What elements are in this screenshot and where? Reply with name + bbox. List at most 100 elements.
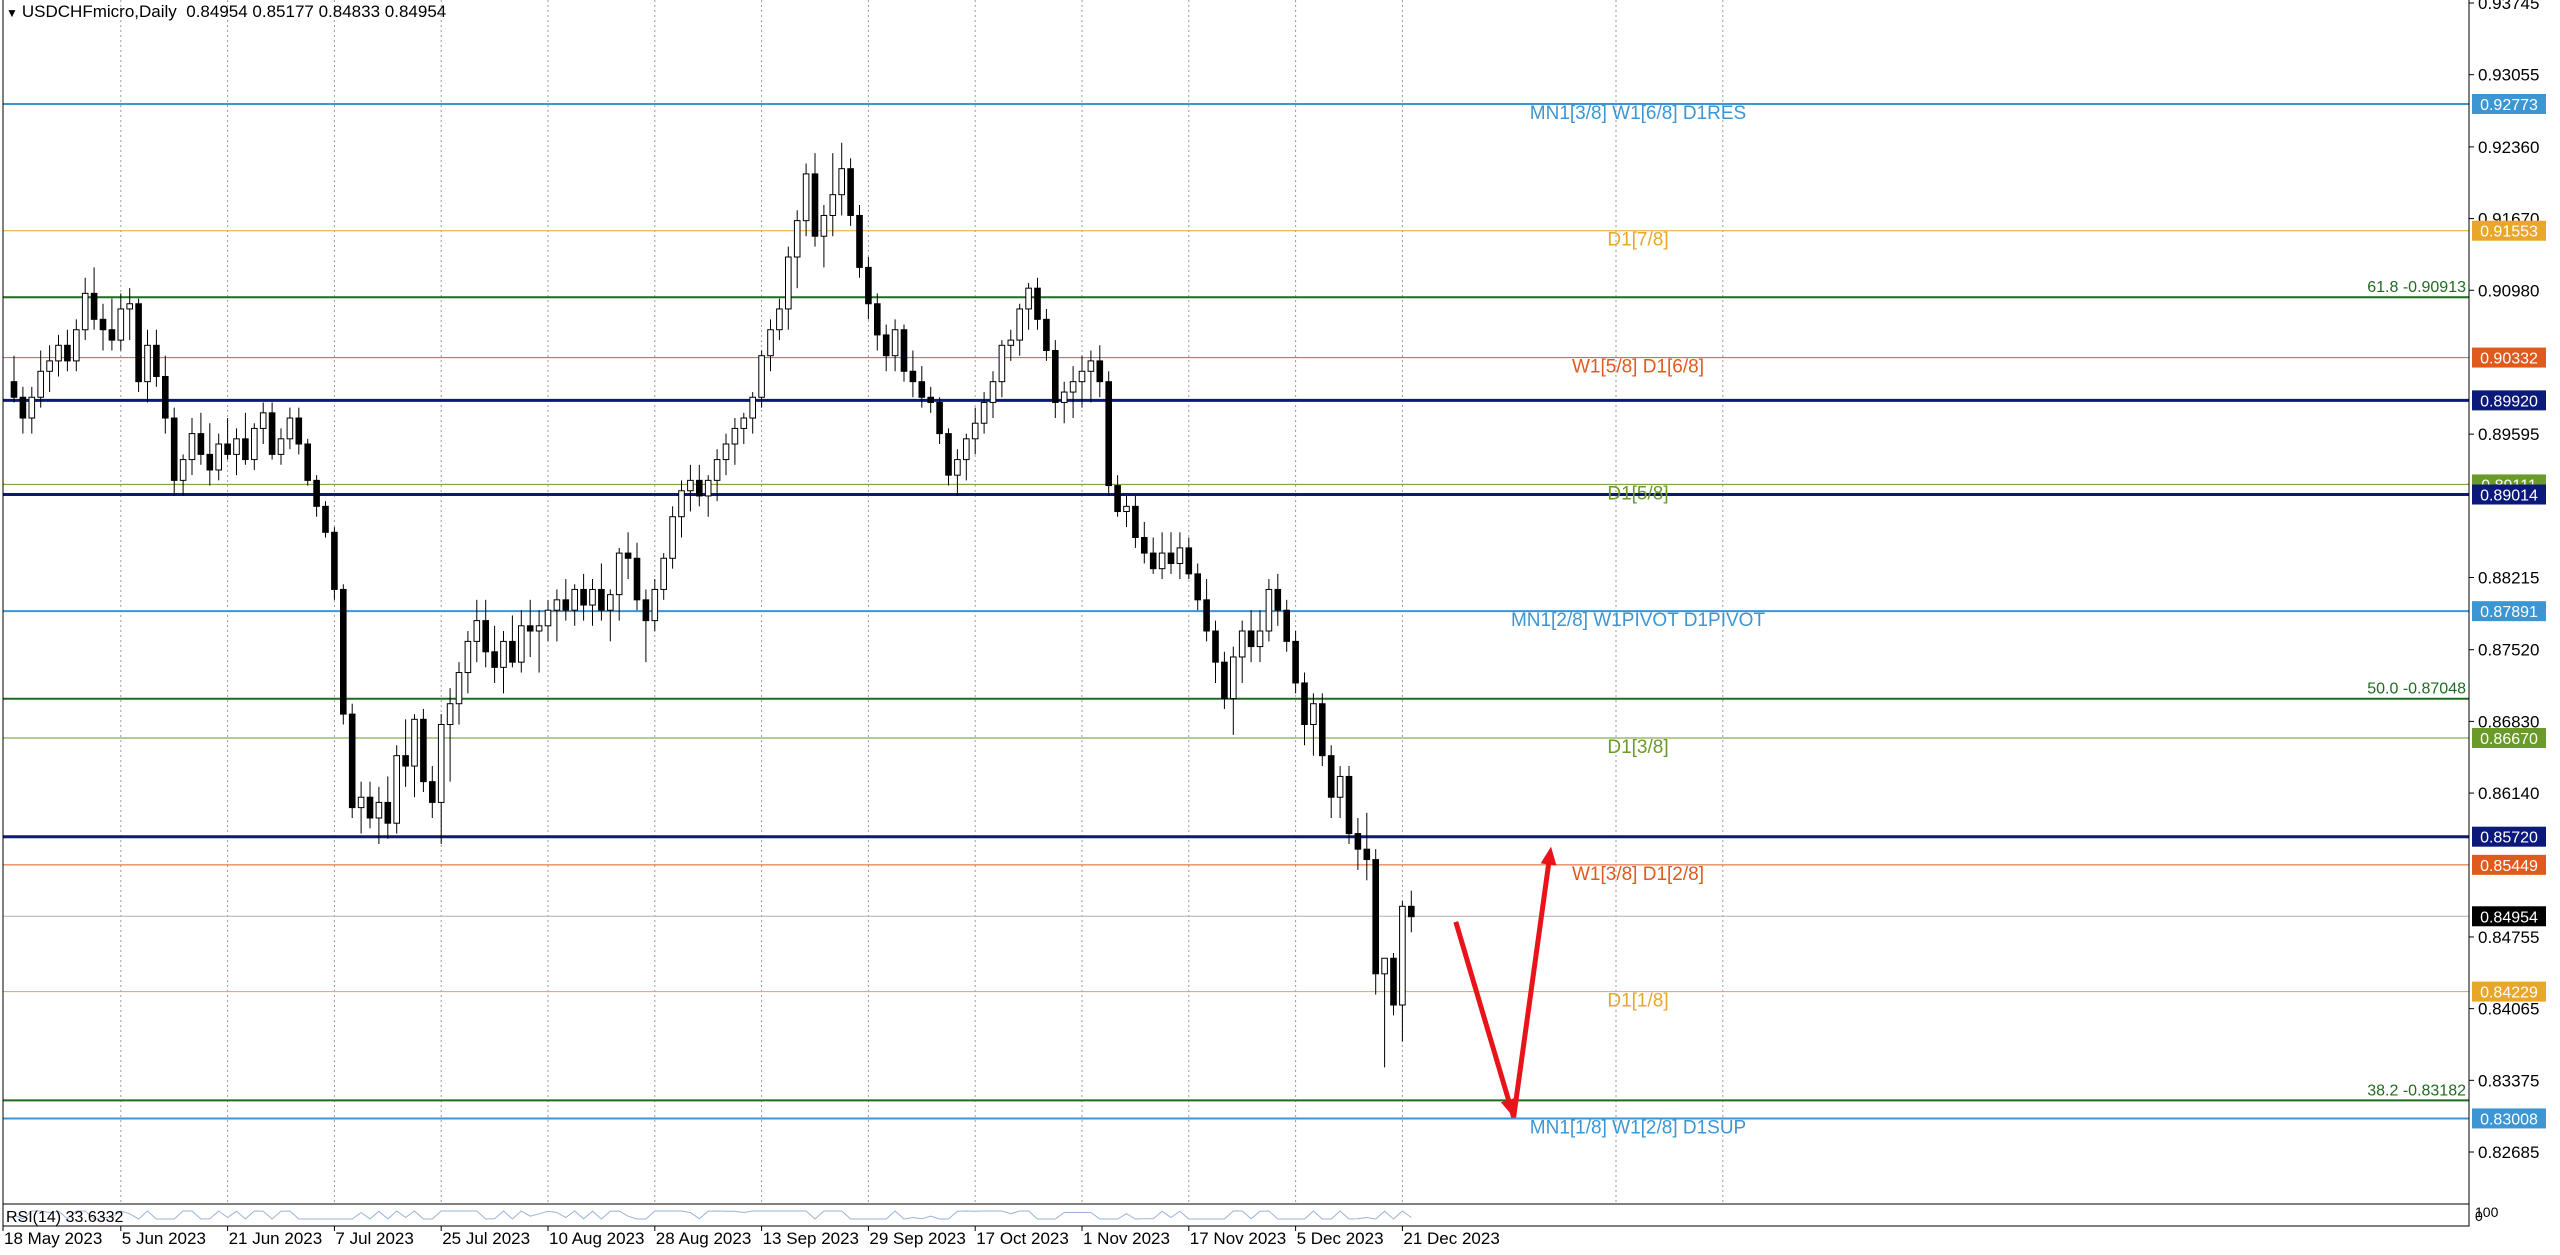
candle <box>19 386 27 434</box>
candle <box>802 163 810 237</box>
level-label: 61.8 -0.90913 <box>2367 279 2466 296</box>
candle-body-bear <box>90 292 98 320</box>
candle-body-bull <box>411 718 418 767</box>
candle-body-bear <box>900 329 908 372</box>
dropdown-triangle-icon[interactable]: ▼ <box>6 6 18 20</box>
candle-body-bull <box>1025 287 1032 310</box>
candle <box>233 428 240 476</box>
candle-body-bear <box>10 381 18 398</box>
candle-body-bull <box>446 703 454 726</box>
price-tick-label: 0.92360 <box>2478 138 2539 157</box>
candle <box>1212 620 1219 683</box>
candle <box>1399 901 1406 1042</box>
candle <box>90 267 98 330</box>
candle <box>215 433 222 481</box>
candle <box>126 288 134 341</box>
candle-body-bear <box>918 381 926 398</box>
price-tag-label: 0.90332 <box>2480 351 2538 368</box>
candle <box>304 438 311 486</box>
candle <box>1408 890 1415 933</box>
candle-body-bear <box>562 599 570 611</box>
candle-body-bull <box>571 588 579 611</box>
candle <box>366 781 374 829</box>
price-tick-label: 0.82685 <box>2478 1143 2539 1162</box>
price-tag-label: 0.87891 <box>2480 604 2538 621</box>
candle-body-bull <box>954 459 961 476</box>
candle <box>936 397 943 445</box>
candle <box>464 631 472 694</box>
candle <box>1363 812 1371 881</box>
candle-body-bull <box>687 479 694 492</box>
candle-body-bear <box>1221 661 1228 700</box>
candle <box>722 433 730 476</box>
candle-body-bull <box>660 557 668 590</box>
price-tag-label: 0.89920 <box>2480 393 2538 410</box>
candle-body-bear <box>1105 381 1113 487</box>
candle <box>251 423 258 470</box>
candle-body-bear <box>1149 552 1157 570</box>
price-tag <box>2472 220 2546 241</box>
candle-body-bear <box>1408 905 1415 918</box>
candle-body-bull <box>55 344 62 362</box>
candle <box>544 599 552 642</box>
candle-body-bull <box>375 801 383 819</box>
candle <box>277 428 285 465</box>
candle <box>1105 371 1113 496</box>
candle <box>598 563 605 621</box>
candle <box>678 480 685 538</box>
level-label: 50.0 -0.87048 <box>2367 681 2466 698</box>
rsi-line <box>13 1210 1412 1220</box>
candle-body-bull <box>785 256 792 310</box>
candle-body-bear <box>420 718 427 783</box>
candle <box>1087 350 1095 403</box>
candle-body-bear <box>882 334 890 357</box>
price-tag-label: 0.84229 <box>2480 985 2538 1002</box>
candle <box>874 293 881 351</box>
price-tick-label: 0.83375 <box>2478 1071 2539 1090</box>
price-tag <box>2472 484 2546 505</box>
candle <box>989 371 997 419</box>
rsi-label: RSI(14) 33.6332 <box>6 1209 124 1226</box>
rsi-scale-top: 100 <box>2475 1204 2499 1220</box>
candle <box>696 464 703 507</box>
candle <box>295 407 303 455</box>
candle <box>1016 303 1024 356</box>
candle <box>1238 620 1246 683</box>
candle <box>117 293 125 351</box>
level-label: MN1[1/8] W1[2/8] D1SUP <box>1530 1117 1746 1138</box>
price-tags: 0.927730.915530.903320.899200.891110.890… <box>2472 93 2546 1129</box>
time-tick-label: 21 Dec 2023 <box>1403 1229 1499 1248</box>
candle-body-bear <box>1114 485 1121 513</box>
candle-body-bear <box>865 266 872 305</box>
candle-body-bear <box>1319 703 1326 757</box>
ohlc-values: 0.84954 0.85177 0.84833 0.84954 <box>186 2 447 21</box>
candle-body-bull <box>971 422 979 440</box>
candle-body-bear <box>945 433 952 476</box>
time-tick-label: 10 Aug 2023 <box>549 1229 644 1248</box>
candle-body-bull <box>1238 630 1246 658</box>
candle-body-bear <box>1141 537 1148 554</box>
level-label: D1[5/8] <box>1607 483 1668 504</box>
candle-body-bear <box>366 796 374 819</box>
candle <box>55 334 62 377</box>
candle <box>731 418 739 465</box>
candle-body-bull <box>607 594 614 611</box>
candle <box>589 579 596 626</box>
candle-body-bear <box>197 433 205 455</box>
rsi-panel: RSI(14) 33.6332 100 0 <box>2 1203 2499 1227</box>
candle <box>1176 532 1184 580</box>
candle-body-bear <box>108 329 116 341</box>
candle <box>455 662 463 725</box>
candle-body-bull <box>188 433 196 461</box>
candle <box>624 532 632 580</box>
candle-body-bear <box>598 588 605 611</box>
candle <box>633 542 641 611</box>
candle-body-bull <box>1087 360 1095 372</box>
candle <box>1141 521 1148 564</box>
candle <box>1185 537 1193 580</box>
candle <box>1034 277 1041 330</box>
candle-body-bear <box>624 552 632 559</box>
